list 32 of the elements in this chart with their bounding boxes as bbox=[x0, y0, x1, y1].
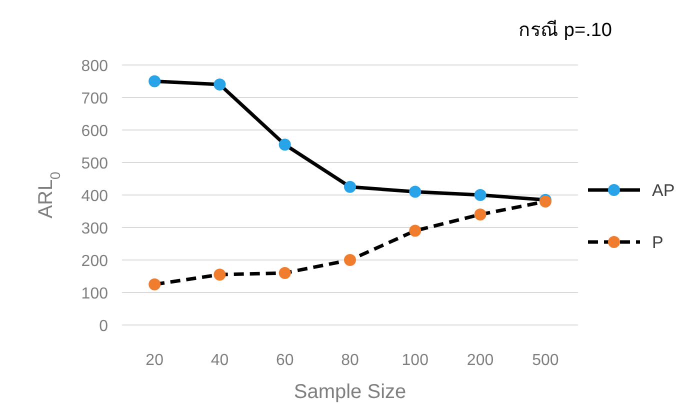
x-tick-label: 200 bbox=[466, 352, 494, 369]
y-tick-label: 700 bbox=[81, 90, 108, 108]
x-tick-label: 80 bbox=[341, 352, 359, 369]
point bbox=[409, 224, 422, 237]
point bbox=[214, 268, 226, 281]
y-tick-label: 500 bbox=[81, 156, 108, 172]
x-tick-label: 40 bbox=[210, 352, 229, 369]
point bbox=[214, 78, 226, 90]
x-tick-label: 60 bbox=[276, 352, 294, 369]
y-tick-label: 200 bbox=[81, 253, 108, 270]
x-tick-label: 20 bbox=[146, 352, 164, 369]
point bbox=[344, 254, 356, 266]
point bbox=[148, 75, 161, 88]
point bbox=[148, 278, 161, 290]
y-tick-label: 100 bbox=[81, 286, 108, 302]
point bbox=[278, 267, 291, 279]
point bbox=[409, 186, 422, 198]
y-tick-label: 300 bbox=[81, 220, 108, 238]
x-axis-title: Sample Size bbox=[294, 381, 406, 403]
y-tick-label: 400 bbox=[81, 188, 108, 205]
legend-label: AP bbox=[652, 181, 675, 200]
y-tick-label: 600 bbox=[81, 123, 108, 140]
point bbox=[278, 138, 291, 151]
x-tick-label: 500 bbox=[532, 352, 559, 369]
chart-title: กรณี p=.10 bbox=[518, 19, 612, 41]
y-tick-label: 0 bbox=[99, 318, 108, 335]
x-tick-label: 100 bbox=[402, 352, 429, 369]
point bbox=[474, 208, 486, 220]
legend-label: P bbox=[652, 233, 664, 252]
y-tick-label: 800 bbox=[81, 58, 108, 75]
point bbox=[344, 180, 356, 193]
point bbox=[474, 189, 486, 201]
